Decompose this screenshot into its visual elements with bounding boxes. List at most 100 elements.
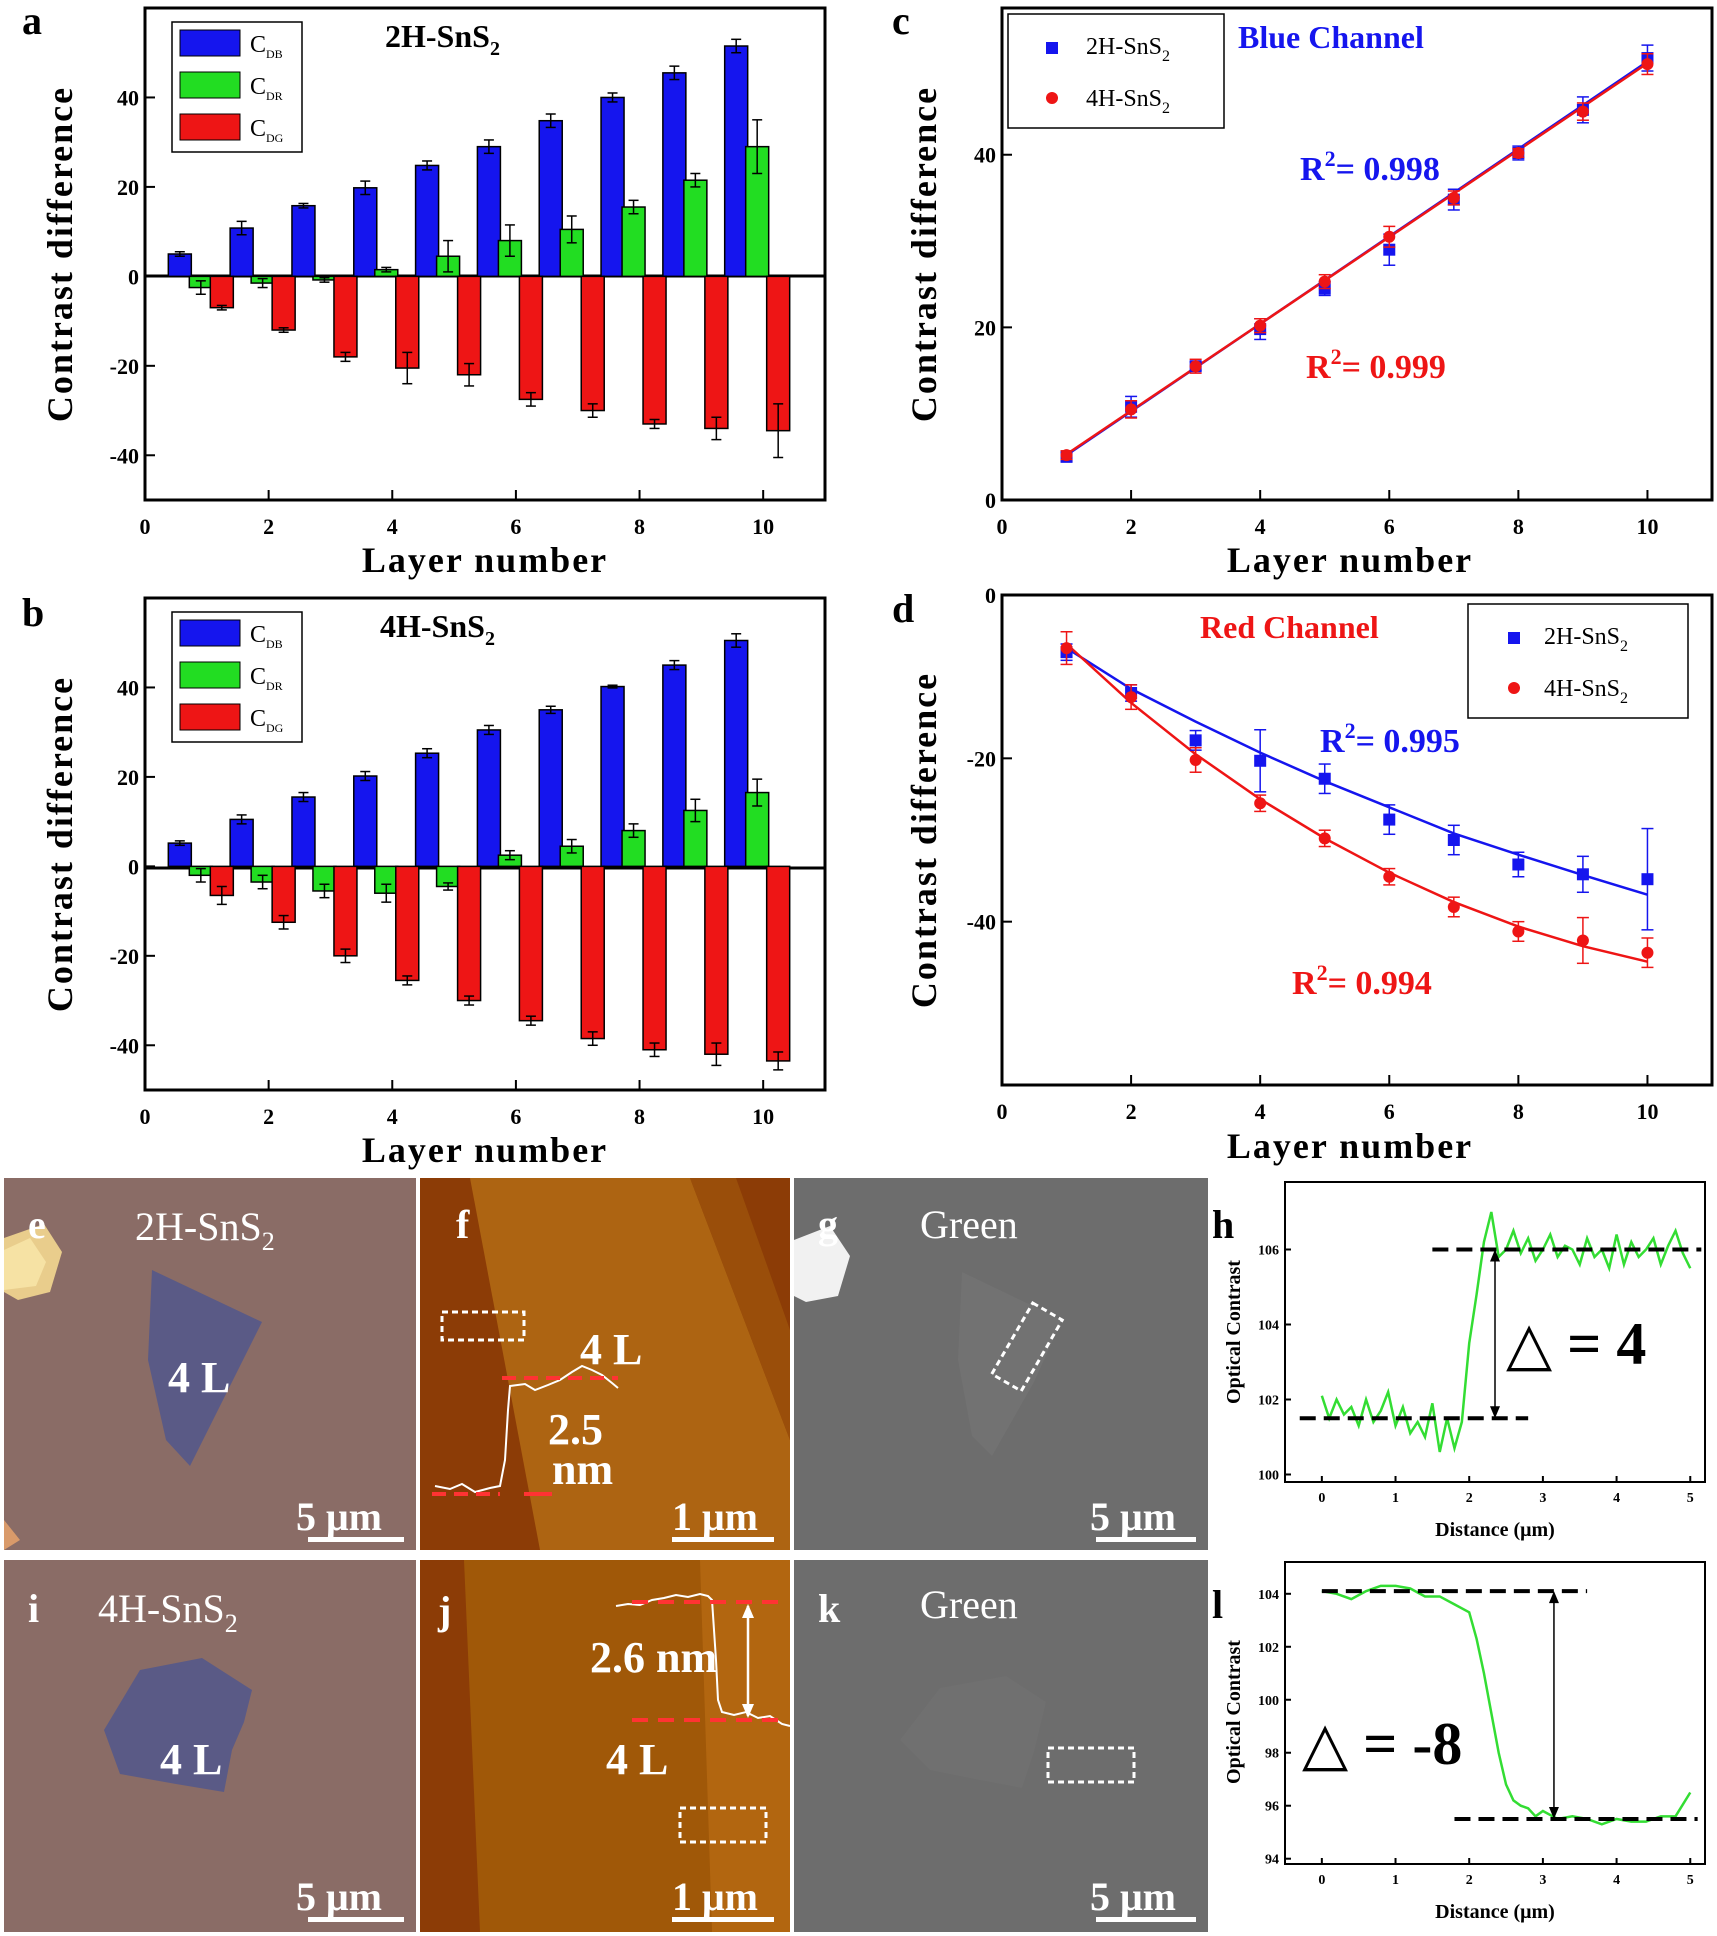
y-tick-label: 40: [117, 675, 139, 700]
scale-text-i: 5 μm: [296, 1874, 382, 1919]
panel-label-c: c: [892, 0, 910, 43]
fit-line: [1065, 62, 1649, 456]
bar-cdg: [456, 275, 482, 376]
bar-cdb: [229, 818, 254, 868]
flake-g: [958, 1272, 1062, 1456]
data-point: [1189, 360, 1202, 373]
y-tick-label: -20: [110, 944, 139, 969]
delta-label-h: △ = 4: [1506, 1311, 1646, 1377]
chart-title-a: 2H-SnS2: [385, 18, 500, 60]
panel-k-green-channel-image: k Green 5 μm: [794, 1560, 1208, 1932]
y-tick-label: 20: [974, 315, 996, 340]
scale-text-j: 1 μm: [672, 1874, 758, 1919]
chart-title-d: Red Channel: [1200, 609, 1379, 645]
afm-substrate-j: [700, 1560, 790, 1932]
legend-marker-2h: [1508, 632, 1520, 644]
x-tick-label: 2: [263, 1104, 274, 1129]
bar-cdb: [538, 709, 563, 868]
x-tick-label: 10: [1636, 1099, 1658, 1124]
bar-cdb: [476, 729, 502, 868]
y-tick-label: 0: [985, 488, 996, 513]
y-tick-label: 20: [117, 765, 139, 790]
x-tick-label: 6: [510, 514, 521, 539]
panel-label-i: i: [28, 1586, 39, 1631]
scale-bar-j: [672, 1917, 774, 1922]
data-point: [1641, 873, 1654, 886]
x-ticks-h: 0 1 2 3 4 5: [1318, 1476, 1694, 1506]
scale-bar-g: [1096, 1537, 1196, 1542]
panel-l-profile-chart: l 94 96 98 100 102 104 0 1 2 3 4 5 △ = -8 Distance…: [1212, 1561, 1706, 1923]
x-ticks-d: 0 2 4 6 8 10: [997, 1075, 1658, 1124]
x-tick-label: 8: [1513, 1099, 1524, 1124]
y-tick-label: 106: [1258, 1244, 1279, 1259]
arrow-head: [1548, 1806, 1559, 1819]
panel-label-d: d: [892, 586, 914, 631]
y-tick-label: 102: [1258, 1641, 1279, 1656]
panel-b-bar-chart: b -40 -20 0 20 40 0 2 4 6 8 10 CDB CDR CDG 4H-SnS…: [22, 590, 827, 1170]
r2-label-4h-red: R2= 0.994: [1292, 960, 1432, 1002]
thick-flake-g: [794, 1226, 850, 1302]
y-axis-label-h: Optical Contrast: [1223, 1260, 1245, 1404]
legend-d: 2H-SnS2 4H-SnS2: [1467, 603, 1689, 719]
x-tick-label: 5: [1687, 1873, 1694, 1888]
x-tick-label: 10: [752, 514, 774, 539]
arrow-head: [1548, 1591, 1559, 1604]
y-tick-label: 40: [117, 85, 139, 110]
x-tick-label: 0: [1318, 1873, 1325, 1888]
height-profile-f: [434, 1364, 619, 1494]
data-point: [1254, 319, 1267, 332]
scale-text-f: 1 μm: [672, 1494, 758, 1539]
y-tick-label: -20: [110, 354, 139, 379]
scale-bar-k: [1096, 1917, 1196, 1922]
panel-label-j: j: [437, 1588, 451, 1633]
y-tick-label: 98: [1265, 1747, 1279, 1762]
sample-label-e: 2H-SnS2: [135, 1204, 275, 1256]
legend-a: CDB CDR CDG: [171, 21, 303, 153]
y-tick-label: 104: [1258, 1319, 1279, 1334]
bar-cdg: [271, 275, 296, 331]
bar-cdg: [765, 865, 791, 1062]
bar-cdb: [167, 253, 193, 278]
panel-e-optical-image: e 2H-SnS2 4 L 5 μm: [4, 1178, 416, 1550]
panel-c-scatter-chart: c 0 20 40 0 2 4 6 8 10 2H-SnS2 4H-SnS2 Blue Cha…: [892, 0, 1714, 580]
bar-cdb: [538, 119, 563, 278]
x-axis-label-l: Distance (μm): [1435, 1901, 1555, 1923]
data-point: [1383, 813, 1396, 826]
flake-4l-e: [148, 1270, 262, 1466]
bar-cdb: [414, 752, 440, 868]
x-ticks-a: 0 2 4 6 8 10: [140, 490, 774, 539]
layer-label-i: 4 L: [160, 1735, 222, 1784]
bar-cdg: [642, 275, 667, 425]
legend-label-2h: 2H-SnS2: [1544, 624, 1628, 655]
x-tick-label: 2: [263, 514, 274, 539]
afm-flake-f: [470, 1178, 790, 1550]
bar-cdg: [209, 275, 235, 309]
data-point: [1125, 691, 1138, 704]
bar-cdg: [333, 275, 358, 358]
plot-frame-a: [143, 6, 827, 502]
data-point: [1060, 642, 1073, 655]
y-tick-label: 100: [1258, 1694, 1279, 1709]
data-point: [1318, 832, 1331, 845]
selection-box-f: [440, 1310, 526, 1342]
x-tick-label: 0: [140, 1104, 151, 1129]
panel-label-b: b: [22, 590, 44, 635]
y-axis-label-l: Optical Contrast: [1223, 1640, 1245, 1784]
scale-bar-i: [308, 1917, 404, 1922]
plot-frame-l: [1284, 1561, 1706, 1865]
bar-cdb: [353, 187, 378, 278]
x-axis-label-a: Layer number: [362, 540, 608, 580]
panel-f-afm-image: f 4 L 2.5 nm 1 μm: [420, 1178, 790, 1550]
x-tick-label: 2: [1466, 1491, 1473, 1506]
bar-cdg: [580, 865, 605, 1040]
data-point: [1512, 147, 1525, 160]
plot-d: [1060, 631, 1654, 969]
layer-label-f: 4 L: [580, 1325, 642, 1374]
bar-cdg: [704, 275, 729, 430]
data-point: [1576, 105, 1589, 118]
plot-frame-b: [143, 596, 827, 1092]
data-point: [1318, 772, 1331, 785]
x-tick-label: 1: [1392, 1873, 1399, 1888]
y-tick-label: 102: [1258, 1394, 1279, 1409]
